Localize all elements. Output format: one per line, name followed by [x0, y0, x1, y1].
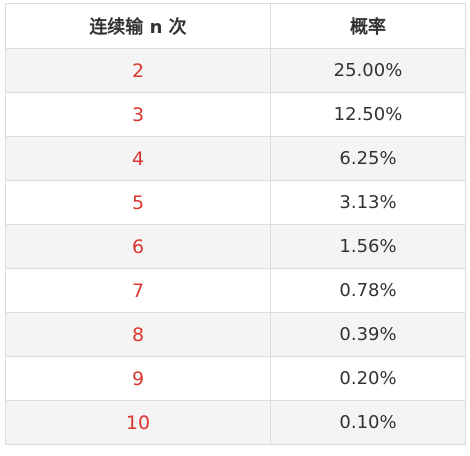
probability-table-container: 连续输 n 次 概率 2 25.00% 3 12.50% 4 6.25% 5 3… [5, 3, 466, 453]
cell-probability: 12.50% [270, 92, 466, 137]
table-row: 3 12.50% [5, 92, 466, 137]
probability-table: 连续输 n 次 概率 2 25.00% 3 12.50% 4 6.25% 5 3… [5, 3, 466, 445]
table-header-row: 连续输 n 次 概率 [5, 3, 466, 49]
cell-probability: 0.78% [270, 268, 466, 313]
cell-probability: 1.56% [270, 224, 466, 269]
table-row: 6 1.56% [5, 224, 466, 269]
cell-n: 8 [5, 312, 271, 357]
table-row: 4 6.25% [5, 136, 466, 181]
table-row: 10 0.10% [5, 400, 466, 445]
cell-n: 6 [5, 224, 271, 269]
cell-n: 10 [5, 400, 271, 445]
cell-n: 2 [5, 48, 271, 93]
header-probability: 概率 [270, 3, 466, 49]
table-row: 5 3.13% [5, 180, 466, 225]
cell-n: 4 [5, 136, 271, 181]
cell-probability: 0.10% [270, 400, 466, 445]
table-row: 9 0.20% [5, 356, 466, 401]
header-consecutive-losses: 连续输 n 次 [5, 3, 271, 49]
cell-probability: 3.13% [270, 180, 466, 225]
cell-probability: 0.20% [270, 356, 466, 401]
cell-n: 9 [5, 356, 271, 401]
cell-probability: 6.25% [270, 136, 466, 181]
table-row: 8 0.39% [5, 312, 466, 357]
cell-n: 7 [5, 268, 271, 313]
cell-probability: 25.00% [270, 48, 466, 93]
table-row: 7 0.78% [5, 268, 466, 313]
cell-probability: 0.39% [270, 312, 466, 357]
table-row: 2 25.00% [5, 48, 466, 93]
cell-n: 5 [5, 180, 271, 225]
cell-n: 3 [5, 92, 271, 137]
